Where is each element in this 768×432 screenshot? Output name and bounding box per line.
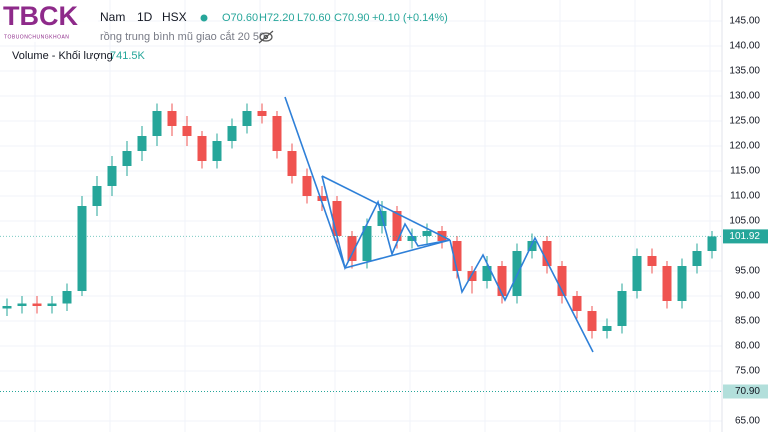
candle-body [677,266,687,301]
y-tick-label: 105.00 [729,216,760,227]
y-tick-label: 115.00 [730,166,760,177]
y-tick-label: 125.00 [729,116,760,127]
candle-body [167,111,177,126]
ohlc-high: H72.20 [259,12,294,24]
candle-body [182,126,192,136]
logo: TBCK [3,1,78,31]
y-tick-label: 65.00 [735,416,760,427]
last-price-label: 101.92 [729,231,760,242]
candle-body [227,126,237,141]
y-tick-label: 85.00 [735,316,760,327]
candle-body [407,236,417,241]
ohlc-close: C70.90 [334,12,369,24]
candle-body [17,303,27,306]
candle-body [587,311,597,331]
marker-price-box [723,384,768,399]
candle-body [257,111,267,116]
symbol: Nam [100,10,125,24]
ohlc-open: O70.60 [222,12,258,24]
candle-body [497,266,507,296]
candle-body [287,151,297,176]
candle-body [137,136,147,151]
eye-icon[interactable] [258,30,274,44]
y-tick-label: 95.00 [735,266,760,277]
indicator: rồng trung bình mũ giao cắt 20 50 [100,30,265,43]
candle-body [62,291,72,304]
candle-body [77,206,87,291]
candle-body [2,306,12,309]
candle-body [242,111,252,126]
marker-price-label: 70.90 [735,386,760,397]
y-tick-label: 140.00 [729,41,760,52]
candle-body [92,186,102,206]
last-price-box [723,229,768,244]
candle-body [392,211,402,241]
candle-body [107,166,117,186]
candle-body [542,241,552,266]
candle-body [557,266,567,296]
volume-label: Volume - Khối lượng [12,50,113,62]
y-tick-label: 90.00 [735,291,760,302]
exchange: HSX [162,10,187,24]
candle-body [332,201,342,236]
candle-body [707,236,717,251]
y-tick-label: 145.00 [729,16,760,27]
candle-body [662,266,672,301]
y-tick-label: 120.00 [729,141,760,152]
candle-body [317,196,327,201]
ohlc-change: +0.10 (+0.14%) [372,12,448,24]
y-tick-label: 75.00 [735,366,760,377]
candle-body [572,296,582,311]
candle-body [602,326,612,331]
trend-drawings [284,96,594,353]
candle-body [362,226,372,261]
y-tick-label: 80.00 [735,341,760,352]
y-tick-label: 110.00 [730,191,760,202]
candle-body [692,251,702,266]
candle-body [302,176,312,196]
candle-body [152,111,162,136]
volume-value: 741.5K [110,50,146,62]
candle-body [47,303,57,306]
ohlc-low: L70.60 [297,12,331,24]
candle-body [347,236,357,261]
candle-body [122,151,132,166]
status-dot [200,14,208,22]
candle-body [632,256,642,291]
candle-body [647,256,657,266]
candle-body [197,136,207,161]
candle-body [617,291,627,326]
candle-body [32,303,42,306]
logo-bg [0,0,98,42]
candle-body [482,266,492,281]
y-tick-label: 130.00 [729,91,760,102]
candle-body [212,141,222,161]
candle-body [452,241,462,271]
logo-sub: TOBUONCHUNGKHOAN [4,34,69,40]
candle-body [272,116,282,151]
y-tick-label: 135.00 [729,66,760,77]
interval: 1D [137,10,153,24]
candle-body [422,231,432,236]
